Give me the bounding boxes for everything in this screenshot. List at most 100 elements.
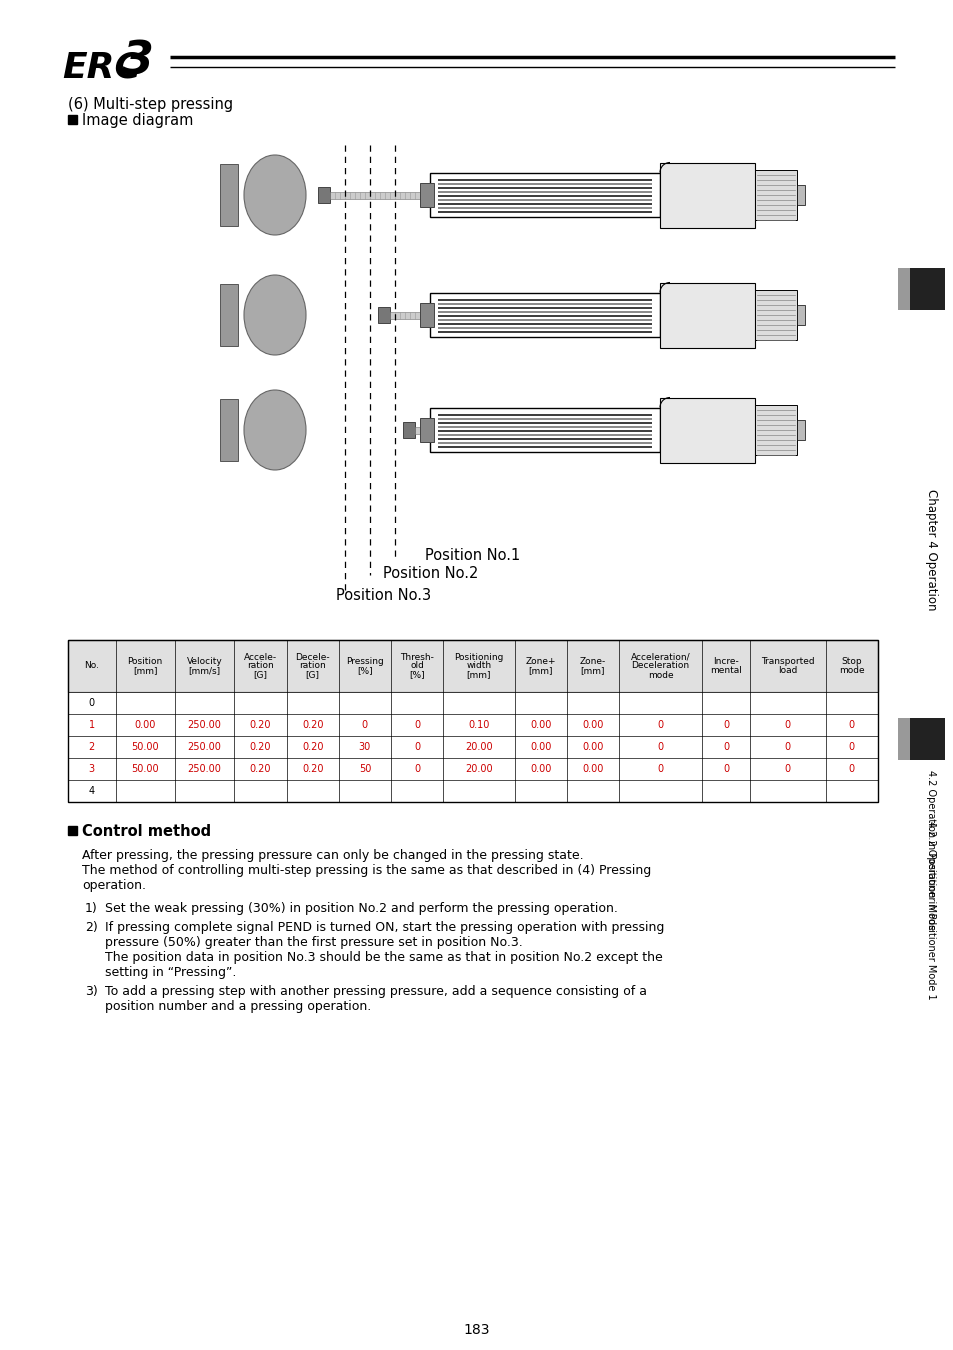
Bar xyxy=(437,433,651,436)
Bar xyxy=(437,437,651,440)
Bar xyxy=(437,327,651,329)
Text: To add a pressing step with another pressing pressure, add a sequence consisting: To add a pressing step with another pres… xyxy=(105,986,646,998)
Text: 30: 30 xyxy=(358,743,371,752)
Bar xyxy=(437,441,651,444)
Text: mental: mental xyxy=(709,666,741,675)
Text: Thresh-: Thresh- xyxy=(400,652,434,662)
Text: Accele-: Accele- xyxy=(244,652,276,662)
Text: Incre-: Incre- xyxy=(712,657,738,666)
Bar xyxy=(437,421,651,424)
Text: 0: 0 xyxy=(657,743,663,752)
Text: 50.00: 50.00 xyxy=(132,764,159,774)
Text: Acceleration/: Acceleration/ xyxy=(630,652,690,662)
Bar xyxy=(437,178,651,181)
Text: 0.00: 0.00 xyxy=(581,743,603,752)
Bar xyxy=(220,284,237,346)
Text: setting in “Pressing”.: setting in “Pressing”. xyxy=(105,967,236,979)
Text: 0: 0 xyxy=(784,720,790,730)
Text: 0: 0 xyxy=(784,743,790,752)
Bar xyxy=(796,420,804,440)
Text: pressure (50%) greater than the first pressure set in position No.3.: pressure (50%) greater than the first pr… xyxy=(105,936,522,949)
Bar xyxy=(437,414,651,416)
Text: 0.00: 0.00 xyxy=(581,720,603,730)
Text: 1: 1 xyxy=(89,720,94,730)
Text: Position No.1: Position No.1 xyxy=(424,548,519,563)
Bar xyxy=(437,202,651,205)
Bar xyxy=(419,418,434,441)
Text: [%]: [%] xyxy=(356,666,373,675)
Bar xyxy=(437,186,651,189)
Text: Chapter 4 Operation: Chapter 4 Operation xyxy=(924,489,937,610)
Bar xyxy=(68,714,877,736)
Text: Velocity: Velocity xyxy=(187,657,222,666)
Text: 3): 3) xyxy=(85,986,97,998)
Text: 0.20: 0.20 xyxy=(301,764,323,774)
Text: 0.20: 0.20 xyxy=(250,743,271,752)
Text: 0: 0 xyxy=(657,764,663,774)
Bar xyxy=(68,736,877,757)
Text: 0: 0 xyxy=(414,743,420,752)
Bar xyxy=(437,446,651,448)
Text: 0: 0 xyxy=(848,764,854,774)
Text: 20.00: 20.00 xyxy=(465,743,493,752)
Text: 0.20: 0.20 xyxy=(250,720,271,730)
Text: ration: ration xyxy=(247,662,274,671)
Text: Deceleration: Deceleration xyxy=(631,662,689,671)
Bar xyxy=(897,269,909,311)
Text: Image diagram: Image diagram xyxy=(82,112,193,127)
Text: 50: 50 xyxy=(358,764,371,774)
Text: 20.00: 20.00 xyxy=(465,764,493,774)
Text: 250.00: 250.00 xyxy=(188,743,221,752)
Text: mode: mode xyxy=(839,666,863,675)
Bar xyxy=(415,427,424,433)
Bar xyxy=(68,115,77,124)
Text: [mm]: [mm] xyxy=(466,671,491,679)
Bar xyxy=(796,185,804,205)
Bar xyxy=(68,640,877,802)
Bar xyxy=(317,188,330,202)
Bar xyxy=(430,173,659,217)
Bar xyxy=(430,293,659,338)
Bar xyxy=(909,718,944,760)
Bar xyxy=(437,211,651,213)
Text: Decele-: Decele- xyxy=(295,652,330,662)
Text: 2: 2 xyxy=(89,743,94,752)
Bar xyxy=(419,184,434,207)
Bar xyxy=(437,190,651,193)
Text: position number and a pressing operation.: position number and a pressing operation… xyxy=(105,1000,371,1012)
Text: 0: 0 xyxy=(414,764,420,774)
Bar xyxy=(220,400,237,460)
Text: [G]: [G] xyxy=(305,671,319,679)
Ellipse shape xyxy=(244,155,306,235)
Text: 2): 2) xyxy=(85,921,97,934)
Text: 0: 0 xyxy=(657,720,663,730)
Bar xyxy=(659,397,754,463)
Text: Set the weak pressing (30%) in position No.2 and perform the pressing operation.: Set the weak pressing (30%) in position … xyxy=(105,902,618,915)
Bar xyxy=(754,170,796,220)
Bar xyxy=(68,780,877,802)
Text: Zone+: Zone+ xyxy=(525,657,556,666)
Bar xyxy=(437,323,651,325)
Text: 0: 0 xyxy=(722,720,728,730)
Text: operation.: operation. xyxy=(82,879,146,892)
Bar xyxy=(437,298,651,301)
Text: [%]: [%] xyxy=(409,671,424,679)
Bar xyxy=(437,315,651,317)
Bar xyxy=(796,305,804,325)
Bar xyxy=(437,425,651,428)
Bar xyxy=(68,640,877,693)
Bar xyxy=(68,693,877,714)
Bar xyxy=(377,306,390,323)
Text: 1): 1) xyxy=(85,902,97,915)
Text: 0: 0 xyxy=(89,698,94,707)
Bar xyxy=(419,302,434,327)
Text: The position data in position No.3 should be the same as that in position No.2 e: The position data in position No.3 shoul… xyxy=(105,950,662,964)
Text: Position No.2: Position No.2 xyxy=(382,567,477,582)
Text: Zone-: Zone- xyxy=(579,657,605,666)
Bar xyxy=(437,194,651,197)
Text: Position: Position xyxy=(128,657,163,666)
Text: 3: 3 xyxy=(122,39,153,85)
Text: [G]: [G] xyxy=(253,671,267,679)
Text: 0: 0 xyxy=(722,764,728,774)
Bar xyxy=(437,198,651,201)
